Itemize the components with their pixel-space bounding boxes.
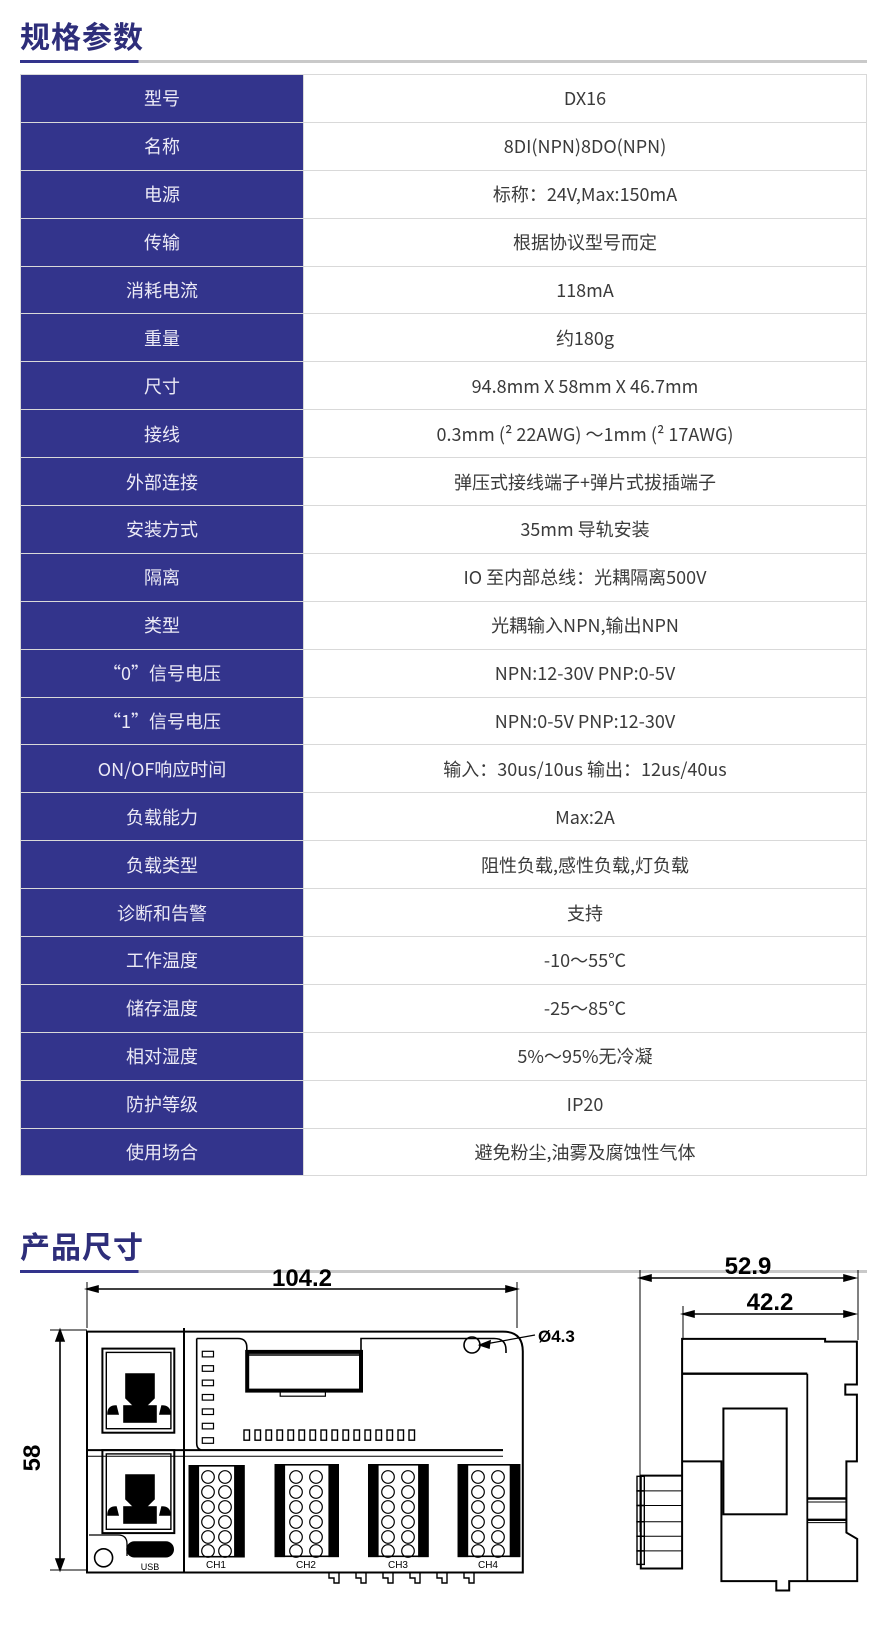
- svg-text:58: 58: [19, 1445, 46, 1472]
- svg-text:CH2: CH2: [296, 1560, 316, 1571]
- svg-text:Ø4.3: Ø4.3: [538, 1327, 575, 1346]
- svg-text:CH4: CH4: [478, 1560, 498, 1571]
- svg-text:USB: USB: [141, 1562, 160, 1572]
- svg-text:CH1: CH1: [206, 1560, 226, 1571]
- svg-text:52.9: 52.9: [725, 1253, 772, 1280]
- svg-text:42.2: 42.2: [747, 1289, 794, 1316]
- svg-text:CH3: CH3: [388, 1560, 408, 1571]
- svg-text:104.2: 104.2: [272, 1265, 332, 1292]
